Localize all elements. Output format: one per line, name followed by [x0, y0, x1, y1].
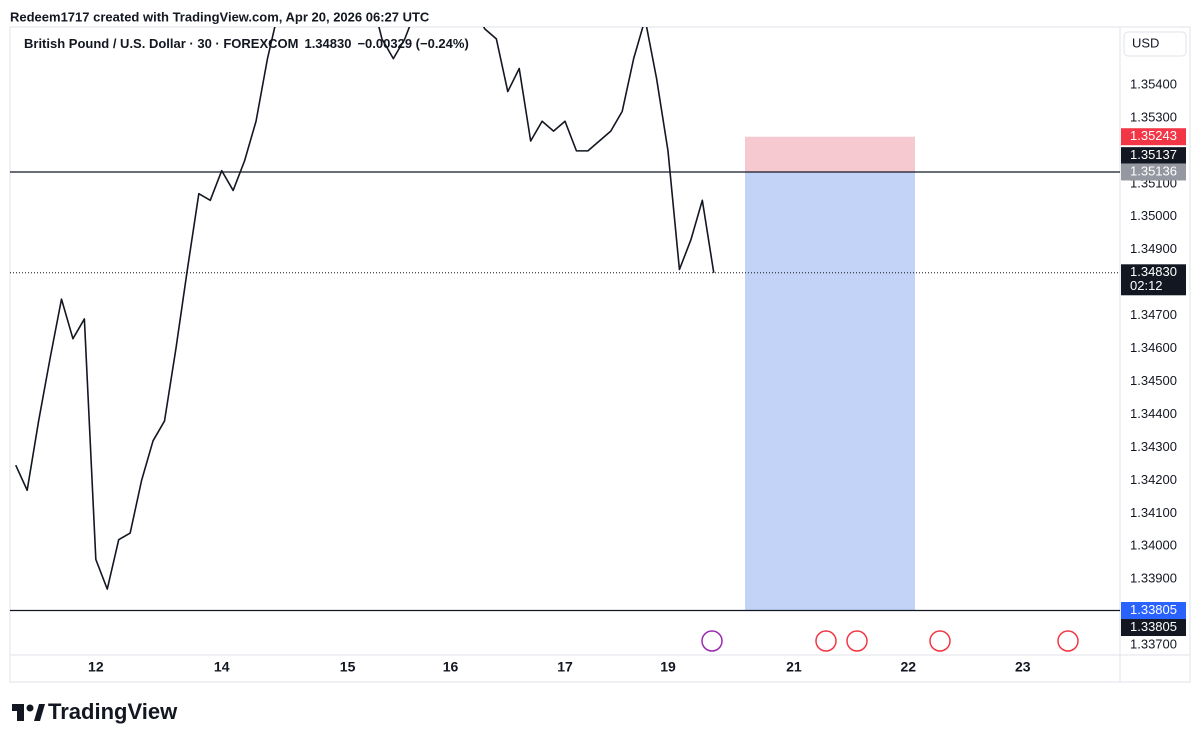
price-line [14, 27, 715, 590]
price-label-box [1121, 163, 1186, 181]
y-tick-label: 1.34300 [1130, 439, 1177, 454]
y-tick-label: 1.34000 [1130, 538, 1177, 553]
countdown: 02:12 [1130, 278, 1163, 293]
legend-last-label: 1.34830 [304, 36, 351, 51]
x-tick-label: 12 [88, 659, 104, 675]
target-zone [745, 171, 915, 611]
x-tick-label: 22 [901, 659, 917, 675]
price-label: 1.35136 [1130, 163, 1177, 178]
price-label: 1.35243 [1130, 128, 1177, 143]
y-tick-label: 1.33700 [1130, 637, 1177, 652]
frame [9, 26, 1191, 683]
brand: TradingView [48, 699, 178, 724]
y-tick-label: 1.35300 [1130, 109, 1177, 124]
y-tick-label: 1.34600 [1130, 340, 1177, 355]
y-tick-label: 1.34500 [1130, 373, 1177, 388]
currency-box [1123, 31, 1187, 57]
y-tick-label: 1.34400 [1130, 406, 1177, 421]
y-tick-label: 1.33900 [1130, 571, 1177, 586]
x-tick-label: 15 [340, 659, 356, 675]
price-label: 1.34830 [1130, 264, 1177, 279]
legend-symbol: British Pound / U.S. Dollar · 30 · FOREX… [24, 36, 298, 51]
events [701, 630, 1079, 652]
x-tick-label: 19 [660, 659, 676, 675]
price-label-box [1121, 128, 1186, 146]
x-tick-label: 14 [214, 659, 230, 675]
price-label: 1.35137 [1130, 147, 1177, 162]
x-tick-label: 23 [1015, 659, 1031, 675]
stop-zone [745, 136, 915, 172]
price-label-box [1121, 264, 1186, 296]
x-tick-label: 17 [557, 659, 573, 675]
price-label: 1.33805 [1130, 602, 1177, 617]
header: Redeem1717 created with TradingView.com,… [10, 9, 430, 24]
legend-change-label: −0.00329 (−0.24%) [357, 36, 468, 51]
x-tick-label: 16 [443, 659, 459, 675]
brand-logo [12, 704, 45, 721]
price-label-box [1121, 619, 1186, 637]
y-tick-label: 1.34700 [1130, 307, 1177, 322]
x-tick-label: 21 [786, 659, 802, 675]
y-tick-label: 1.34900 [1130, 241, 1177, 256]
price-label-box [1121, 147, 1186, 165]
y-tick-label: 1.34100 [1130, 505, 1177, 520]
legend: British Pound / U.S. Dollar · 30 · FOREX… [24, 36, 469, 51]
price-label: 1.33805 [1130, 619, 1177, 634]
y-tick-label: 1.34200 [1130, 472, 1177, 487]
y-tick-label: 1.35000 [1130, 208, 1177, 223]
y-tick-label: 1.35400 [1130, 76, 1177, 91]
currency: USD [1132, 35, 1159, 50]
price-label-box [1121, 602, 1186, 620]
